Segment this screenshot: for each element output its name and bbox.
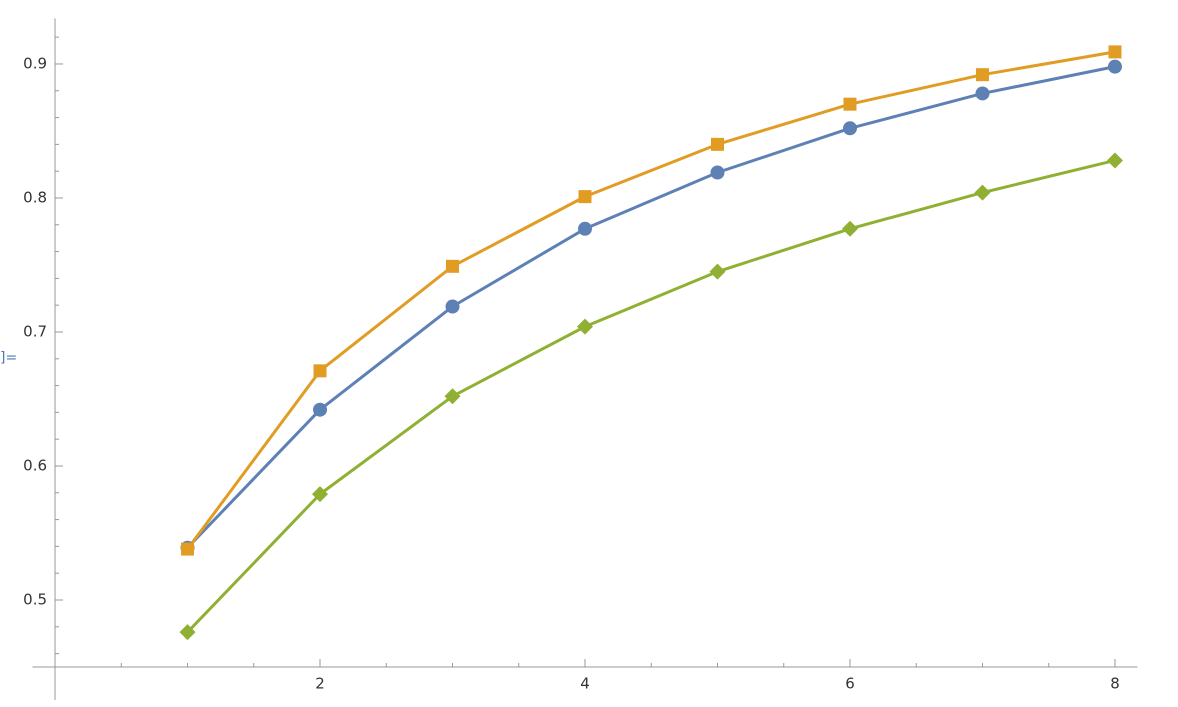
- y-tick-label: 0.6: [23, 456, 47, 474]
- point: [179, 624, 196, 641]
- point: [975, 86, 990, 101]
- point: [710, 137, 724, 151]
- point: [975, 68, 989, 82]
- y-tick-label: 0.9: [23, 54, 47, 72]
- point: [709, 263, 726, 280]
- cell-label: ]=: [0, 350, 17, 366]
- x-tick-label: 6: [845, 675, 855, 693]
- series-line: [186, 50, 1116, 550]
- point: [444, 388, 461, 405]
- point: [842, 121, 857, 136]
- point: [446, 259, 460, 273]
- point: [313, 402, 328, 417]
- x-tick-label: 2: [315, 675, 325, 693]
- point: [181, 542, 195, 556]
- point: [578, 221, 592, 236]
- point: [1107, 59, 1122, 74]
- y-tick-label: 0.7: [23, 322, 47, 340]
- series-line: [186, 65, 1116, 549]
- point: [577, 318, 593, 335]
- y-tick-label: 0.5: [23, 590, 47, 608]
- point: [710, 165, 725, 180]
- point: [1106, 152, 1123, 169]
- point: [313, 364, 327, 378]
- point: [445, 299, 460, 314]
- x-tick-label: 8: [1110, 675, 1120, 693]
- y-tick-label: 0.8: [23, 188, 47, 206]
- point: [1108, 45, 1122, 59]
- x-tick-label: 4: [580, 675, 590, 693]
- point: [841, 220, 858, 237]
- point: [578, 190, 592, 204]
- point: [843, 97, 857, 111]
- point: [312, 486, 329, 503]
- series-line: [186, 158, 1116, 634]
- point: [974, 184, 991, 201]
